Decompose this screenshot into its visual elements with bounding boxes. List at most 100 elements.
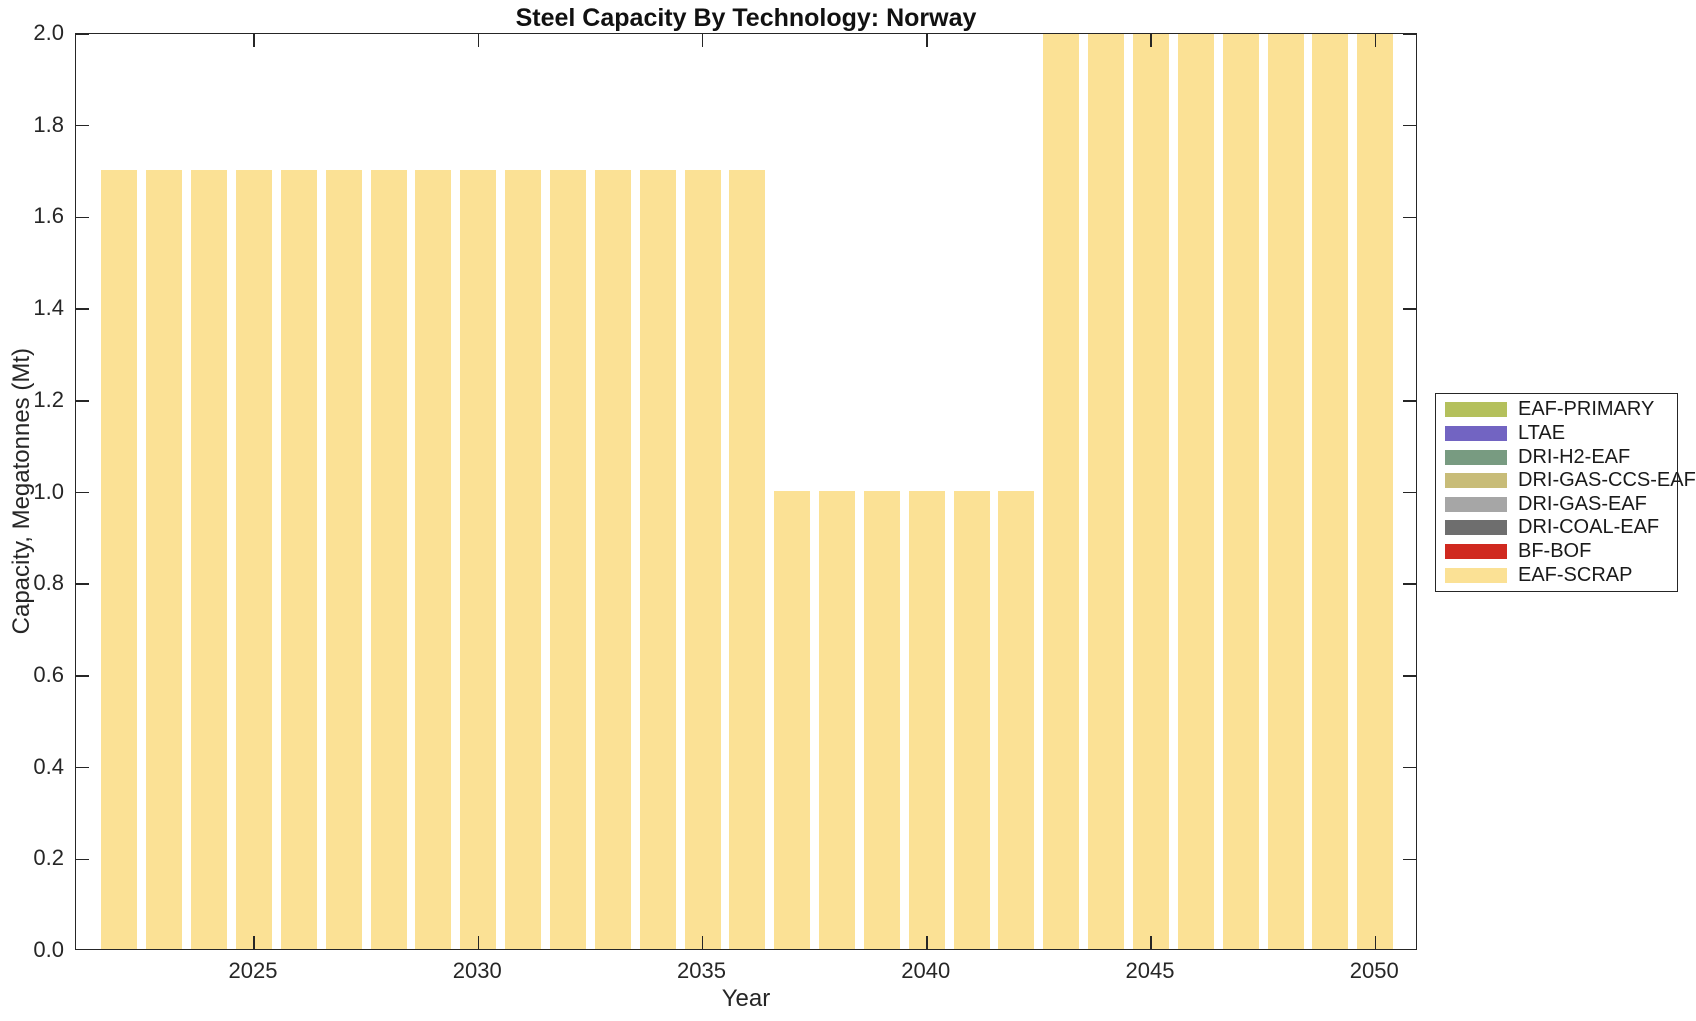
x-tick-label-2035: 2035	[677, 958, 726, 983]
y-tick-left-0.2	[76, 858, 89, 861]
y-tick-left-0.8	[76, 583, 89, 585]
bar-eaf-scrap-2023	[146, 169, 183, 949]
bar-eaf-scrap-2040	[908, 490, 945, 949]
legend-label-dri-gas-eaf: DRI-GAS-EAF	[1518, 492, 1647, 515]
y-tick-left-1	[76, 491, 89, 494]
y-tick-left-1.2	[76, 400, 89, 402]
x-tick-top-2035	[701, 34, 704, 47]
bar-eaf-scrap-2032	[549, 169, 586, 949]
bar-eaf-scrap-2029	[415, 169, 452, 949]
legend-swatch-bf-bof	[1445, 543, 1507, 559]
y-tick-left-0.4	[76, 766, 89, 769]
bar-eaf-scrap-2039	[863, 490, 900, 949]
y-tick-right-1.6	[1403, 216, 1416, 219]
y-tick-right-0.8	[1403, 583, 1416, 585]
legend-swatch-dri-gas-eaf	[1445, 496, 1507, 512]
legend-swatch-dri-gas-ccs-eaf	[1445, 473, 1507, 489]
bar-eaf-scrap-2024	[191, 169, 228, 949]
x-tick-top-2050	[1374, 34, 1376, 47]
legend-swatch-eaf-primary	[1445, 402, 1507, 418]
plot-area	[75, 33, 1417, 950]
legend-row-dri-gas-eaf: DRI-GAS-EAF	[1436, 493, 1677, 517]
bar-eaf-scrap-2027	[325, 169, 362, 949]
y-axis-label-wrap: Capacity, Megatonnes (Mt)	[6, 33, 38, 950]
legend-row-dri-coal-eaf: DRI-COAL-EAF	[1436, 516, 1677, 540]
y-tick-right-0.2	[1403, 858, 1416, 861]
y-tick-right-2	[1403, 34, 1416, 35]
bar-eaf-scrap-2034	[639, 169, 676, 949]
y-tick-right-0.6	[1403, 675, 1416, 677]
x-tick-top-2045	[1150, 34, 1152, 47]
x-axis-label: Year	[721, 985, 771, 1012]
y-tick-label-0.4: 0.4	[33, 753, 64, 779]
bar-eaf-scrap-2026	[280, 169, 317, 949]
y-tick-left-2	[76, 34, 89, 35]
legend-swatch-dri-h2-eaf	[1445, 449, 1507, 465]
legend-label-eaf-scrap: EAF-SCRAP	[1518, 563, 1633, 586]
bar-eaf-scrap-2028	[370, 169, 407, 949]
bar-eaf-scrap-2045	[1133, 34, 1169, 949]
y-tick-left-1.6	[76, 216, 89, 219]
bar-eaf-scrap-2025	[236, 169, 272, 949]
x-tick-top-2025	[253, 34, 255, 47]
y-tick-label-1.6: 1.6	[33, 203, 64, 229]
y-tick-label-1.2: 1.2	[33, 386, 64, 412]
bar-eaf-scrap-2042	[998, 490, 1035, 949]
y-tick-label-0.0: 0.0	[33, 937, 64, 962]
legend-label-dri-gas-ccs-eaf: DRI-GAS-CCS-EAF	[1518, 469, 1696, 492]
y-tick-label-0.6: 0.6	[33, 661, 64, 687]
legend-row-eaf-primary: EAF-PRIMARY	[1436, 398, 1677, 422]
y-tick-right-1.2	[1403, 400, 1416, 402]
y-tick-right-0.4	[1403, 766, 1416, 769]
bar-eaf-scrap-2047	[1222, 34, 1259, 949]
x-tick-label-2040: 2040	[901, 958, 951, 983]
bar-eaf-scrap-2046	[1177, 34, 1214, 949]
x-tick-bottom-2025	[253, 936, 255, 949]
bar-eaf-scrap-2041	[953, 490, 990, 949]
bar-eaf-scrap-2033	[594, 169, 631, 949]
x-tick-bottom-2045	[1150, 936, 1152, 949]
y-tick-label-1.8: 1.8	[33, 111, 64, 137]
bar-eaf-scrap-2035	[684, 169, 721, 949]
y-tick-label-1.4: 1.4	[33, 295, 64, 321]
x-tick-bottom-2035	[701, 936, 704, 949]
bar-eaf-scrap-2038	[819, 490, 856, 949]
y-tick-left-1.8	[76, 124, 89, 127]
bar-eaf-scrap-2044	[1088, 34, 1125, 949]
y-tick-right-1.4	[1403, 308, 1416, 310]
x-tick-label-2030: 2030	[452, 958, 502, 983]
bar-eaf-scrap-2049	[1312, 34, 1349, 949]
legend-label-bf-bof: BF-BOF	[1518, 539, 1592, 562]
x-tick-top-2030	[477, 34, 479, 47]
y-tick-left-0.6	[76, 675, 89, 677]
legend-label-dri-coal-eaf: DRI-COAL-EAF	[1518, 516, 1660, 539]
bar-eaf-scrap-2031	[505, 169, 542, 949]
bar-eaf-scrap-2022	[101, 169, 138, 949]
x-tick-top-2040	[926, 34, 928, 47]
legend-swatch-eaf-scrap	[1445, 567, 1507, 583]
x-tick-bottom-2050	[1374, 936, 1376, 949]
bar-eaf-scrap-2048	[1267, 34, 1304, 949]
legend-label-ltae: LTAE	[1518, 422, 1566, 445]
bar-eaf-scrap-2036	[729, 169, 766, 949]
y-tick-label-2.0: 2.0	[33, 20, 64, 45]
legend-row-eaf-scrap: EAF-SCRAP	[1436, 563, 1677, 587]
legend-label-eaf-primary: EAF-PRIMARY	[1518, 398, 1655, 421]
bar-eaf-scrap-2050	[1357, 34, 1394, 949]
legend-row-bf-bof: BF-BOF	[1436, 540, 1677, 564]
legend: EAF-PRIMARY LTAE DRI-H2-EAF DRI-GAS-CCS-EAF…	[1435, 393, 1696, 592]
y-axis-label: Capacity, Megatonnes (Mt)	[8, 348, 35, 635]
y-tick-left-1.4	[76, 308, 89, 310]
legend-row-dri-h2-eaf: DRI-H2-EAF	[1436, 445, 1677, 469]
x-tick-bottom-2030	[477, 936, 479, 949]
legend-label-dri-h2-eaf: DRI-H2-EAF	[1518, 445, 1631, 468]
legend-swatch-dri-coal-eaf	[1445, 520, 1507, 536]
y-tick-label-0.8: 0.8	[33, 570, 64, 596]
y-tick-label-0.2: 0.2	[33, 845, 64, 871]
bar-eaf-scrap-2037	[774, 490, 811, 949]
chart-title: Steel Capacity By Technology: Norway	[515, 4, 977, 32]
legend-row-dri-gas-ccs-eaf: DRI-GAS-CCS-EAF	[1436, 469, 1696, 493]
y-tick-right-1.8	[1403, 124, 1416, 127]
y-tick-right-1	[1403, 491, 1416, 494]
